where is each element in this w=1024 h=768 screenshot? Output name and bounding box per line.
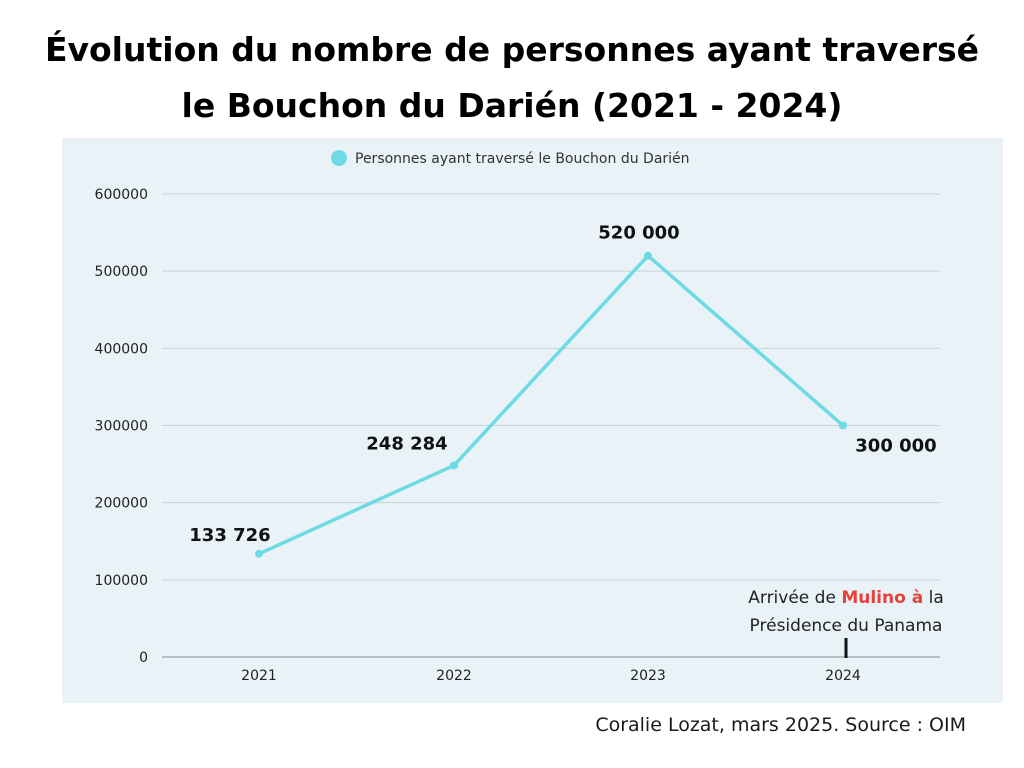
- legend-marker: [331, 150, 347, 166]
- data-label-2021: 133 726: [189, 525, 270, 546]
- x-tick-label: 2024: [825, 668, 861, 684]
- y-tick-label: 200000: [95, 496, 148, 512]
- data-label-2022: 248 284: [366, 433, 447, 454]
- annotation-text-start: Arrivée de: [748, 588, 841, 608]
- data-label-2024: 300 000: [855, 436, 936, 457]
- annotation-text-end: la: [923, 588, 944, 608]
- annotation-highlight: Mulino à: [841, 588, 923, 608]
- y-tick-label: 100000: [95, 573, 148, 589]
- x-tick-label: 2021: [241, 668, 277, 684]
- chart-title-line-1: Évolution du nombre de personnes ayant t…: [44, 30, 980, 69]
- data-point-2024: [839, 421, 847, 430]
- y-tick-label: 300000: [95, 419, 148, 435]
- annotation-line-2: Présidence du Panama: [750, 616, 943, 636]
- data-label-2023: 520 000: [598, 223, 679, 244]
- data-point-2021: [255, 549, 263, 558]
- annotation-line-1: Arrivée de Mulino à la: [748, 588, 943, 608]
- chart-title-line-2: le Bouchon du Darién (2021 - 2024): [181, 86, 843, 125]
- x-tick-label: 2023: [630, 668, 666, 684]
- y-tick-label: 600000: [95, 187, 148, 203]
- source-credit: Coralie Lozat, mars 2025. Source : OIM: [595, 714, 966, 736]
- data-point-2022: [450, 461, 458, 470]
- chart-panel: [62, 138, 1003, 703]
- y-tick-label: 400000: [95, 341, 148, 357]
- legend-label: Personnes ayant traversé le Bouchon du D…: [355, 151, 690, 167]
- chart-title: Évolution du nombre de personnes ayant t…: [0, 22, 1024, 134]
- data-point-2023: [644, 251, 652, 260]
- y-tick-label: 0: [139, 650, 148, 666]
- x-tick-label: 2022: [436, 668, 472, 684]
- series-line: [257, 253, 845, 556]
- y-tick-label: 500000: [95, 264, 148, 280]
